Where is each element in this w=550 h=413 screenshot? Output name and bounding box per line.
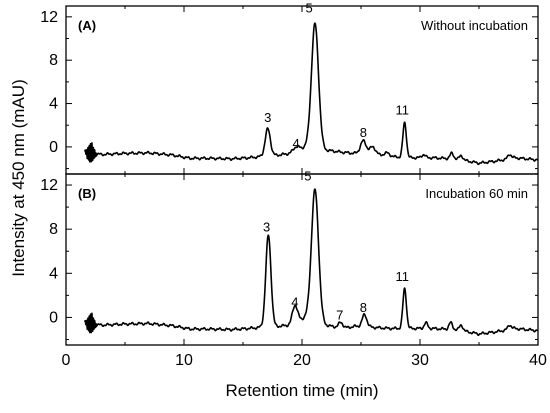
peak-label: 5 <box>305 1 312 16</box>
y-tick-label: 0 <box>49 309 58 326</box>
peak-label: 3 <box>264 110 271 125</box>
peak-label: 8 <box>360 125 367 140</box>
panel-letter: (B) <box>78 186 96 201</box>
peak-label: 3 <box>263 219 270 234</box>
y-tick-label: 8 <box>49 221 58 238</box>
y-tick-label: 4 <box>49 96 58 113</box>
panel-title: Incubation 60 min <box>425 186 528 201</box>
peak-label: 7 <box>336 308 343 323</box>
peak-label: 8 <box>360 300 367 315</box>
peak-label: 5 <box>304 169 311 184</box>
y-tick-label: 12 <box>40 177 58 194</box>
x-tick-label: 20 <box>293 352 311 369</box>
panel-title: Without incubation <box>421 18 528 33</box>
x-tick-label: 30 <box>411 352 429 369</box>
peak-label: 4 <box>291 294 298 309</box>
chromatogram-trace <box>84 22 539 166</box>
peak-label: 11 <box>396 102 410 117</box>
y-axis-title: Intensity at 450 nm (mAU) <box>9 79 28 276</box>
peak-label: 11 <box>396 269 410 284</box>
y-tick-label: 8 <box>49 52 58 69</box>
x-tick-label: 40 <box>529 352 547 369</box>
y-tick-label: 0 <box>49 139 58 156</box>
chromatogram-trace <box>84 188 539 337</box>
x-tick-label: 10 <box>175 352 193 369</box>
x-tick-label: 0 <box>62 352 71 369</box>
panel-letter: (A) <box>78 18 96 33</box>
x-axis-title: Retention time (min) <box>225 381 378 400</box>
y-tick-label: 4 <box>49 265 58 282</box>
peak-label: 4 <box>292 136 299 151</box>
y-tick-label: 12 <box>40 9 58 26</box>
